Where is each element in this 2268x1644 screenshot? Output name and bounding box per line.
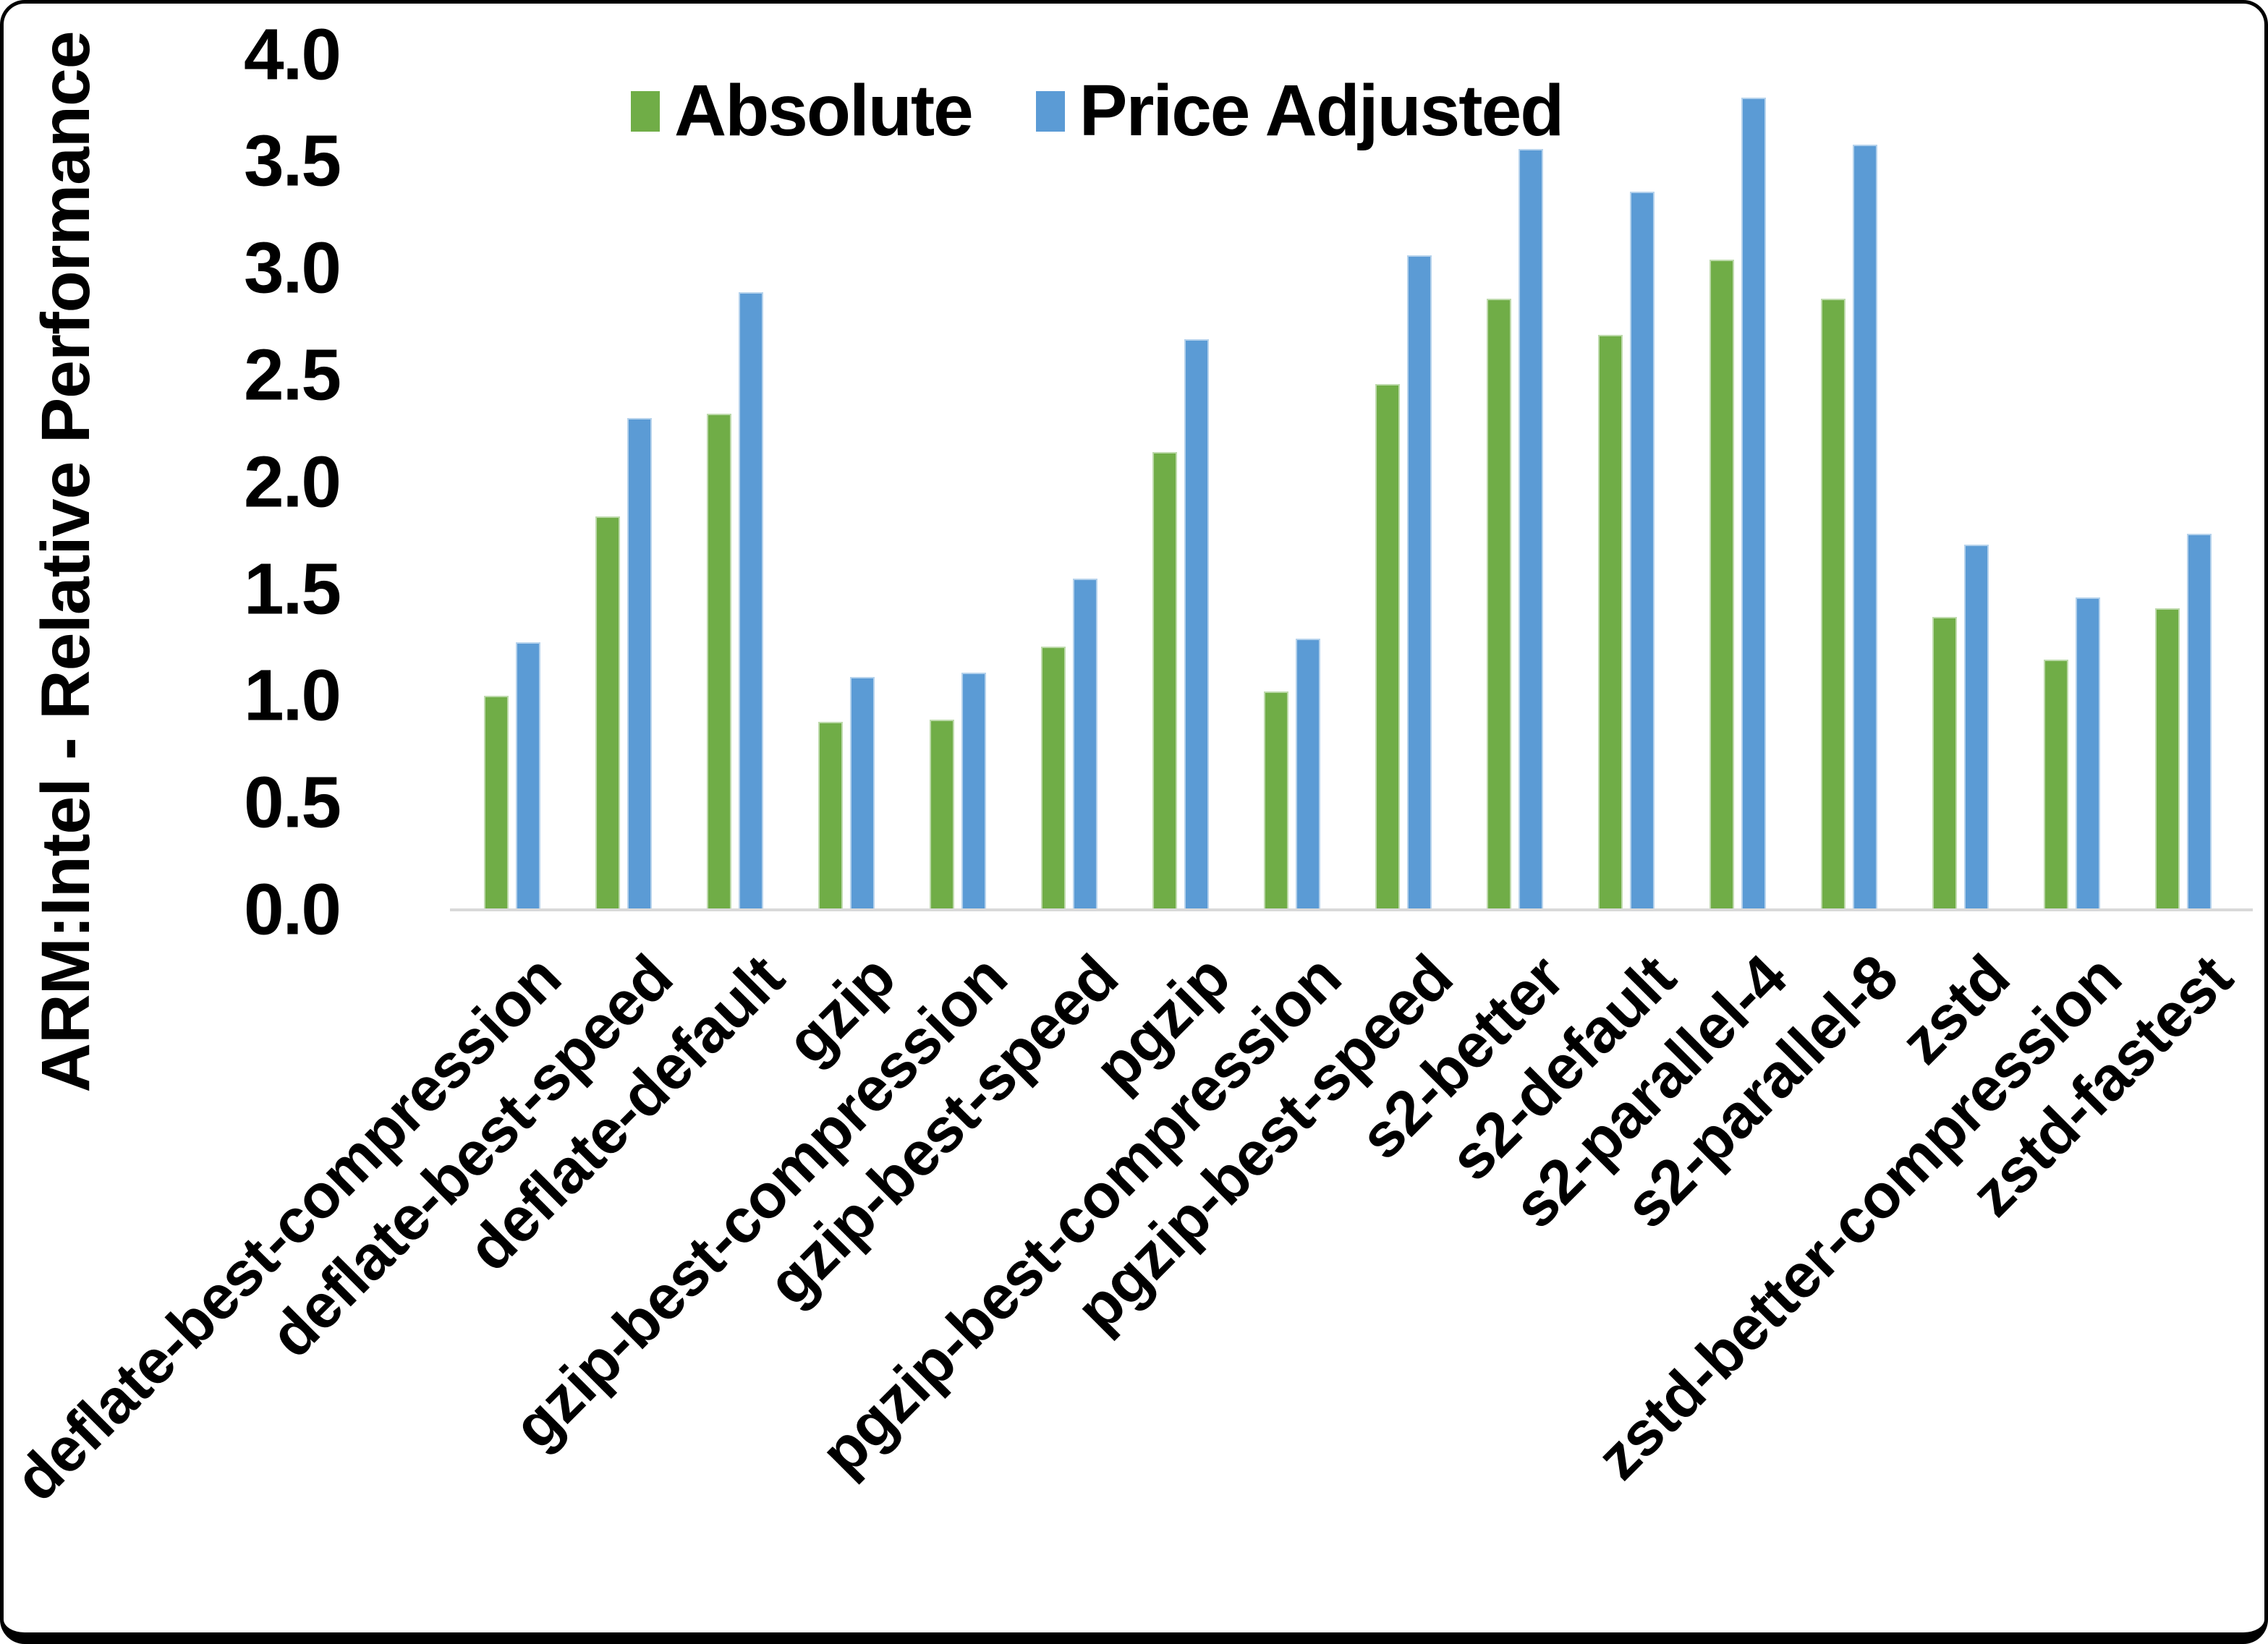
bar-absolute-zstd-better-compression — [2044, 660, 2068, 910]
legend-label: Price Adjusted — [1079, 70, 1564, 151]
bar-price-adjusted-pgzip-best-compression — [1296, 639, 1320, 910]
y-tick-label: 0.0 — [243, 869, 341, 950]
bar-absolute-pgzip-best-compression — [1264, 691, 1288, 910]
bar-absolute-s2-better — [1487, 299, 1511, 910]
bar-absolute-deflate-default — [707, 414, 731, 910]
legend-swatch-icon — [1035, 90, 1065, 132]
bar-price-adjusted-deflate-default — [739, 292, 763, 910]
bar-absolute-s2-parallel-8 — [1821, 299, 1846, 910]
legend-item-price-adjusted: Price Adjusted — [1035, 69, 1564, 153]
bar-price-adjusted-pgzip — [1184, 339, 1209, 910]
bar-price-adjusted-zstd — [1964, 545, 1989, 910]
bar-absolute-gzip — [818, 722, 843, 910]
bar-price-adjusted-s2-parallel-8 — [1853, 145, 1877, 910]
bar-absolute-zstd — [1932, 617, 1957, 910]
y-tick-label: 3.5 — [243, 120, 341, 202]
y-tick-label: 3.0 — [243, 227, 341, 309]
bar-price-adjusted-deflate-best-speed — [627, 418, 652, 910]
y-tick-label: 2.0 — [243, 441, 341, 523]
bar-absolute-zstd-fastest — [2155, 608, 2180, 910]
bar-absolute-pgzip-best-speed — [1375, 384, 1400, 910]
bar-absolute-deflate-best-speed — [595, 516, 620, 910]
legend-item-absolute: Absolute — [631, 69, 974, 153]
legend: Absolute Price Adjusted — [631, 69, 1564, 153]
y-tick-label: 2.5 — [243, 334, 341, 416]
y-tick-label: 4.0 — [243, 14, 341, 95]
y-tick-label: 0.5 — [243, 762, 341, 843]
y-tick-label: 1.5 — [243, 548, 341, 630]
bar-absolute-s2-default — [1598, 335, 1623, 910]
legend-label: Absolute — [674, 70, 974, 151]
bar-absolute-s2-parallel-4 — [1710, 260, 1734, 910]
y-axis-title: ARM:Intel - Relative Performance — [27, 31, 104, 1093]
x-axis-line — [450, 908, 2253, 911]
plot-area — [456, 54, 2238, 910]
bar-price-adjusted-zstd-better-compression — [2076, 597, 2100, 910]
bar-price-adjusted-gzip-best-speed — [1073, 579, 1097, 910]
bar-absolute-deflate-best-compression — [484, 696, 509, 910]
bar-absolute-gzip-best-speed — [1041, 647, 1066, 910]
bar-absolute-pgzip — [1152, 452, 1177, 910]
bar-price-adjusted-zstd-fastest — [2187, 534, 2212, 910]
bar-price-adjusted-s2-better — [1519, 149, 1543, 910]
bar-price-adjusted-gzip — [850, 677, 875, 910]
bar-price-adjusted-gzip-best-compression — [961, 673, 986, 910]
y-tick-label: 1.0 — [243, 655, 341, 736]
bar-price-adjusted-s2-default — [1630, 192, 1655, 910]
bar-price-adjusted-pgzip-best-speed — [1407, 255, 1432, 910]
bar-price-adjusted-deflate-best-compression — [516, 642, 540, 910]
bar-price-adjusted-s2-parallel-4 — [1741, 98, 1766, 910]
legend-swatch-icon — [631, 90, 660, 132]
bar-absolute-gzip-best-compression — [930, 720, 954, 910]
